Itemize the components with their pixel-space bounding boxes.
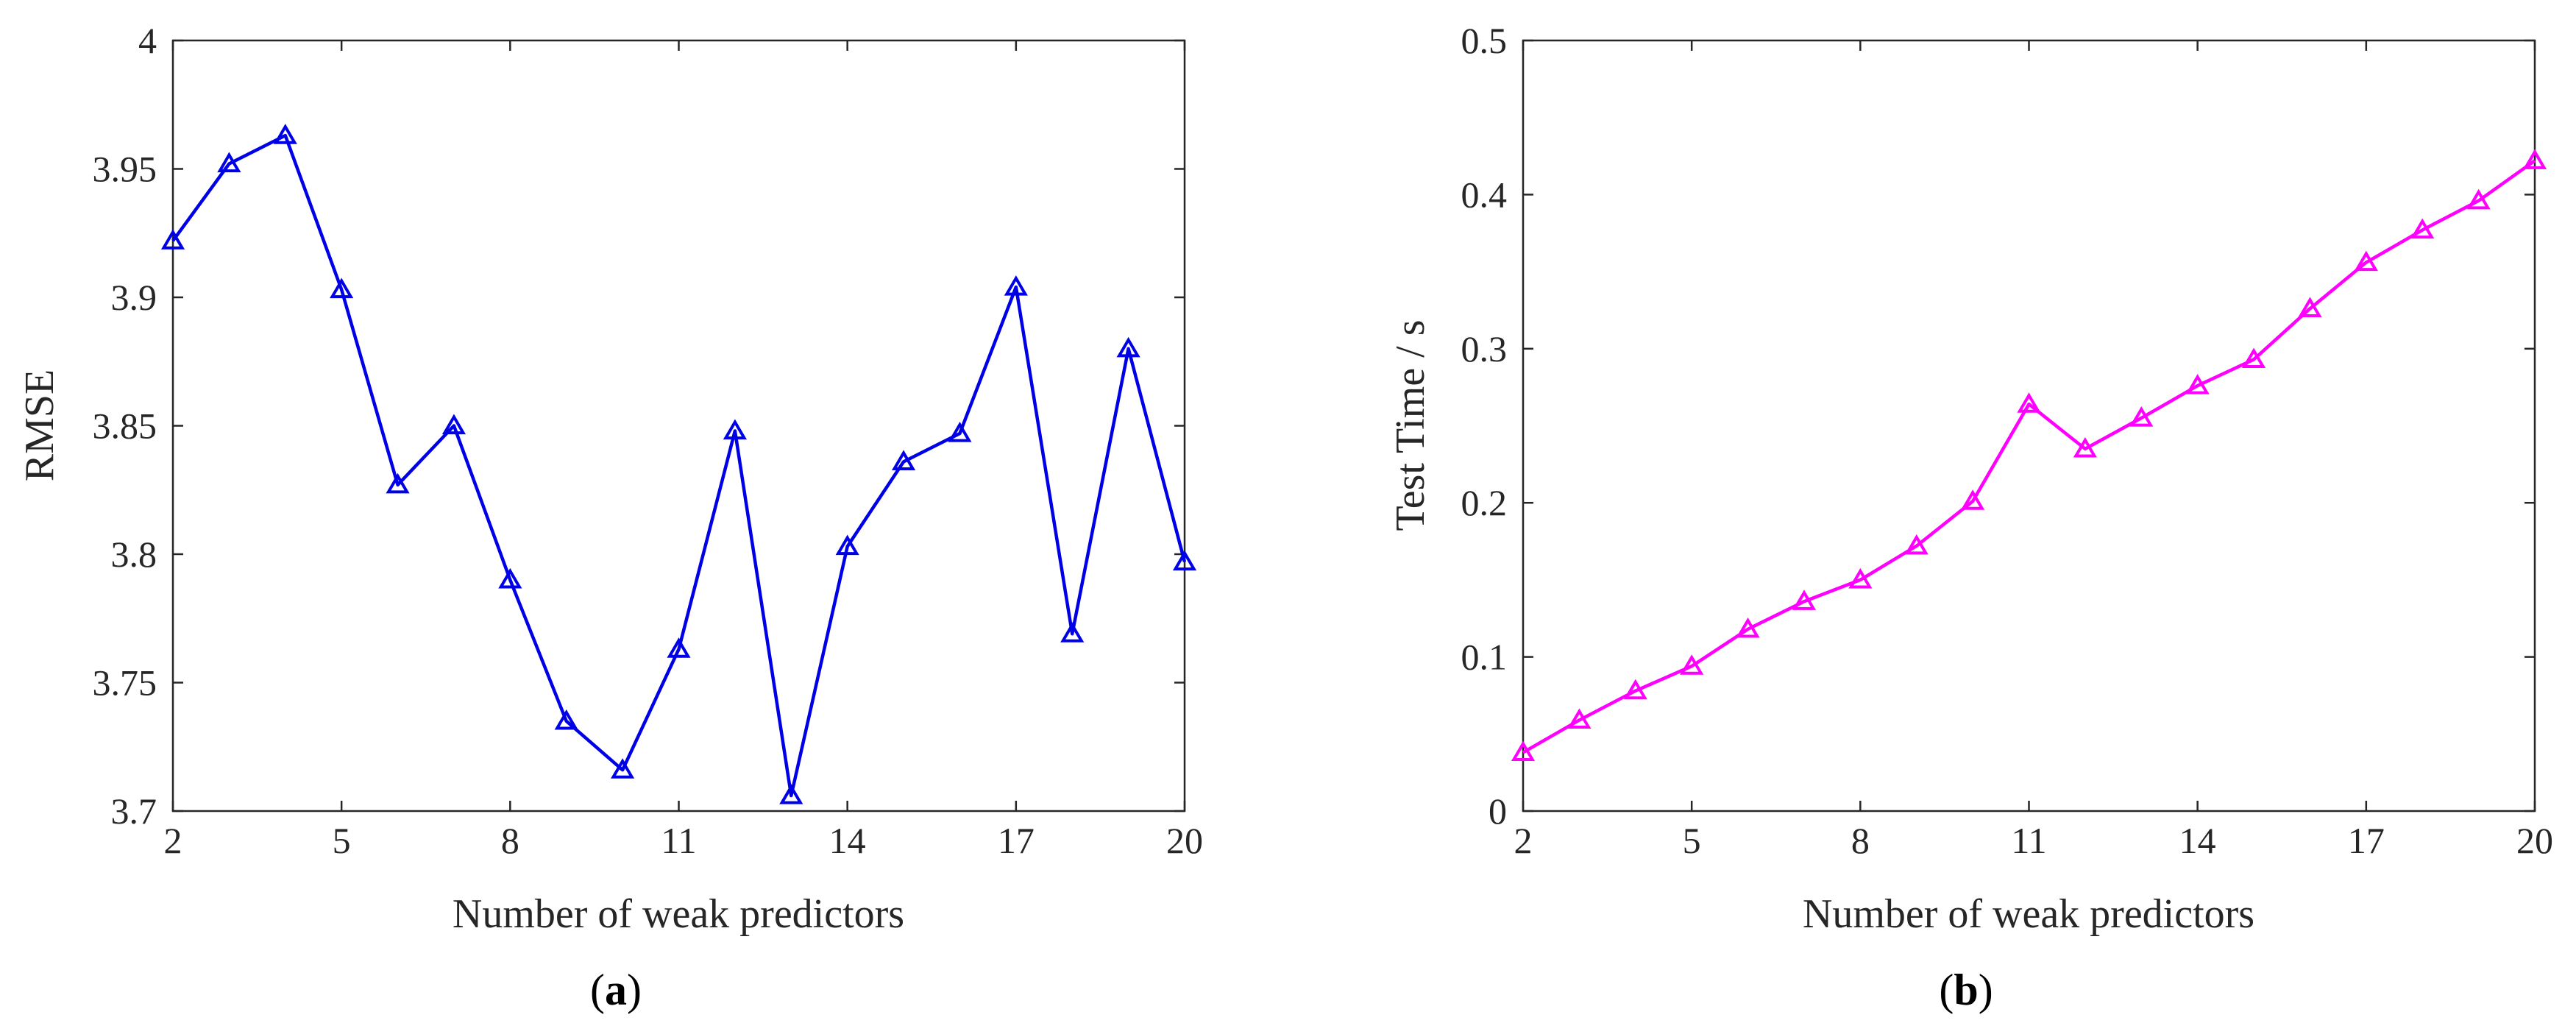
chart-b-x-tick-label: 5: [1683, 820, 1701, 861]
chart-b-data-point: [2185, 374, 2210, 394]
chart-a-frame: [171, 39, 1186, 813]
chart-b-frame: [1522, 39, 2536, 813]
chart-a-data-point: [779, 784, 803, 804]
chart-b-x-tick-label: 11: [2011, 820, 2046, 861]
chart-b-x-tick-label: 2: [1514, 820, 1533, 861]
chart-b-data-point: [2354, 250, 2378, 272]
chart-b-data-point: [1567, 708, 1592, 729]
chart-b-y-tick-label: 0.2: [1461, 482, 1508, 523]
chart-a-data-point: [273, 124, 297, 144]
chart-a-data-point: [498, 567, 522, 589]
chart-a-data-point: [1004, 275, 1028, 296]
chart-a-data-point: [948, 422, 972, 442]
chart-a-data-point: [1172, 550, 1197, 571]
chart-b-y-tick-label: 0.3: [1461, 328, 1508, 369]
chart-b-data-point: [1511, 740, 1536, 762]
chart-a-data-point: [611, 758, 635, 779]
chart-b-series: [1511, 149, 2547, 762]
chart-a-data-point: [386, 472, 410, 494]
chart-b-panel-label: (b): [1939, 966, 1993, 1014]
chart-a-y-tick-label: 4: [138, 20, 157, 61]
chart-b-y-tick-label: 0.5: [1461, 20, 1508, 61]
chart-a-data-point: [160, 229, 185, 249]
chart-a-x-tick-label: 20: [1166, 820, 1203, 861]
chart-b-y-axis-label: Test Time / s: [1388, 319, 1433, 531]
chart-b-data-point: [1680, 654, 1704, 675]
chart-b: 2 5 8 11 14 17 20 0 0.1 0.2 0.3 0.4 0.5 Number of we…: [1388, 20, 2553, 1014]
chart-b-series-line: [1522, 159, 2536, 754]
chart-a-tick-labels: 2 5 8 11 14 17 20 3.7 3.75 3.8 3.85 3.9 3.95 4: [93, 20, 1204, 861]
chart-b-data-point: [1961, 489, 1985, 510]
chart-b-data-point: [2522, 149, 2547, 169]
chart-a-panel-label: (a): [590, 966, 642, 1014]
chart-b-y-tick-label: 0: [1489, 790, 1507, 832]
chart-a-y-tick-label: 3.9: [111, 277, 157, 318]
chart-a-data-point: [1060, 622, 1085, 643]
chart-a-series: [160, 124, 1197, 804]
chart-b-data-point: [2241, 347, 2266, 369]
chart-a-data-point: [330, 277, 354, 299]
chart-b-tick-labels: 2 5 8 11 14 17 20 0 0.1 0.2 0.3 0.4 0.5: [1461, 20, 2554, 861]
chart-b-data-point: [2466, 188, 2491, 210]
chart-a: 2 5 8 11 14 17 20 3.7 3.75 3.8 3.85 3.9 3.95 4 Number…: [17, 20, 1203, 1014]
chart-a-ticks: [171, 39, 1186, 813]
chart-b-data-point: [1792, 590, 1817, 610]
chart-b-ticks: [1522, 39, 2536, 813]
chart-a-y-tick-label: 3.75: [93, 662, 157, 704]
chart-a-y-axis-label: RMSE: [17, 369, 63, 482]
chart-b-x-tick-label: 8: [1851, 820, 1870, 861]
chart-a-y-tick-label: 3.8: [111, 534, 157, 575]
chart-a-series-line: [171, 133, 1187, 798]
chart-b-data-point: [2129, 406, 2154, 427]
chart-a-y-tick-label: 3.7: [111, 790, 157, 832]
chart-a-data-point: [441, 414, 466, 435]
chart-b-data-point: [2073, 436, 2097, 458]
chart-a-data-point: [554, 709, 578, 730]
chart-b-y-tick-label: 0.4: [1461, 174, 1508, 215]
chart-a-x-tick-label: 14: [829, 820, 866, 861]
chart-a-data-point: [217, 152, 241, 173]
chart-a-x-axis-label: Number of weak predictors: [453, 891, 904, 937]
chart-a-data-point: [723, 419, 747, 440]
chart-b-data-point: [2410, 218, 2435, 239]
chart-b-x-axis-label: Number of weak predictors: [1803, 891, 2254, 937]
chart-a-x-tick-label: 8: [501, 820, 519, 861]
chart-a-x-tick-label: 11: [661, 820, 696, 861]
chart-b-x-tick-label: 20: [2516, 820, 2553, 861]
chart-b-y-tick-label: 0.1: [1461, 637, 1508, 678]
chart-b-x-tick-label: 17: [2348, 820, 2385, 861]
chart-b-data-point: [2017, 392, 2041, 413]
chart-a-data-point: [667, 637, 691, 658]
chart-b-x-tick-label: 14: [2179, 820, 2216, 861]
chart-a-x-tick-label: 17: [998, 820, 1035, 861]
chart-a-x-tick-label: 2: [164, 820, 182, 861]
chart-a-y-tick-label: 3.95: [93, 149, 157, 190]
chart-b-data-point: [1904, 534, 1929, 555]
chart-b-data-point: [2298, 297, 2322, 317]
chart-b-data-point: [1623, 679, 1647, 700]
chart-a-x-tick-label: 5: [333, 820, 351, 861]
chart-a-data-point: [891, 450, 916, 470]
chart-b-data-point: [1848, 567, 1873, 589]
chart-a-y-tick-label: 3.85: [93, 406, 157, 447]
chart-a-data-point: [835, 534, 859, 556]
chart-b-data-point: [1736, 617, 1760, 638]
chart-a-data-point: [1116, 336, 1140, 358]
